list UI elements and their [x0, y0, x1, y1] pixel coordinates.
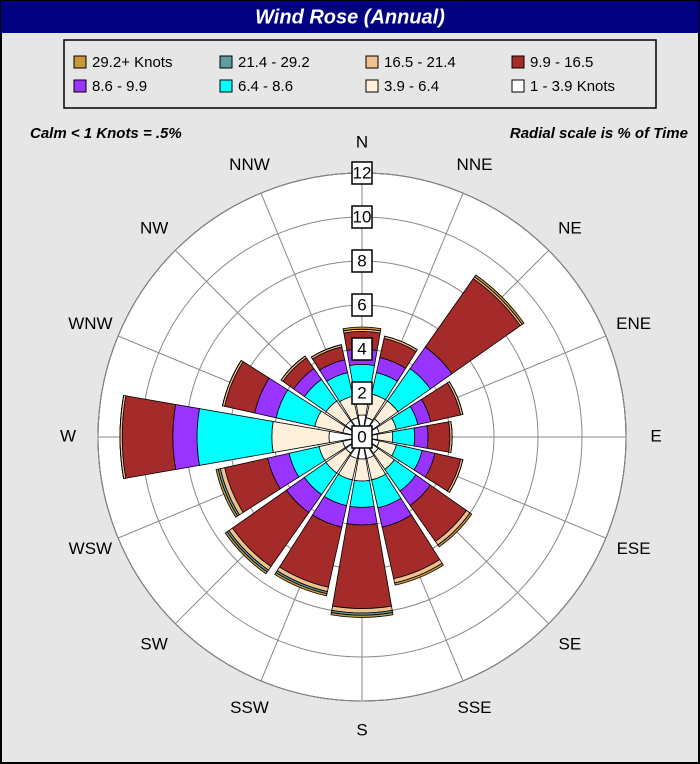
- plot-area: N NNE NE ENE E ESE SE SSE S SSW SW WSW W WNW NW NNW 0 2 4 6…: [60, 132, 662, 739]
- direction-label: SE: [559, 634, 582, 653]
- r-tick-label: 10: [353, 207, 372, 226]
- wedge-segment: [426, 421, 451, 453]
- r-tick-label: 8: [357, 251, 366, 270]
- legend-label: 16.5 - 21.4: [384, 54, 456, 71]
- direction-label: E: [650, 426, 661, 445]
- direction-label: N: [356, 132, 368, 151]
- r-tick-box: [351, 381, 373, 405]
- title-bar: [1, 1, 699, 33]
- legend-swatch: [365, 55, 379, 69]
- legend-swatch: [219, 55, 233, 69]
- wedge-segment: [172, 404, 200, 470]
- wedge-segment: [346, 505, 378, 526]
- wedge-segment: [121, 395, 177, 479]
- wedge-segment: [450, 421, 453, 453]
- r-tick-box: [351, 249, 373, 273]
- direction-label: SSW: [230, 698, 269, 717]
- wedge-segment: [474, 274, 525, 325]
- r-tick-label: 12: [353, 163, 372, 182]
- legend-swatch: [73, 55, 87, 69]
- r-tick-label: 6: [357, 295, 366, 314]
- r-tick-box: [351, 161, 373, 185]
- direction-label: ESE: [617, 539, 651, 558]
- wedge-segment: [224, 531, 268, 575]
- wedge-segment: [437, 512, 473, 548]
- calm-note: Calm < 1 Knots = .5%: [30, 125, 182, 142]
- wedge-segment: [280, 355, 306, 381]
- direction-label: ENE: [616, 314, 651, 333]
- direction-label: W: [60, 426, 76, 445]
- scale-note: Radial scale is % of Time: [510, 125, 688, 142]
- wedge-segment: [274, 572, 328, 597]
- legend-label: 1 - 3.9 Knots: [530, 78, 615, 95]
- direction-label: SSE: [457, 698, 491, 717]
- r-tick-box: [351, 293, 373, 317]
- legend-label: 21.4 - 29.2: [238, 54, 310, 71]
- wedge-segment: [394, 562, 444, 586]
- legend: 29.2+ Knots 21.4 - 29.2 16.5 - 21.4 9.9 - 1…: [73, 54, 615, 95]
- legend-box: [63, 39, 657, 109]
- direction-label: WNW: [68, 314, 112, 333]
- r-tick-label: 2: [357, 383, 366, 402]
- legend-label: 3.9 - 6.4: [384, 78, 439, 95]
- r-tick-box: [351, 425, 373, 449]
- wedge-segment: [342, 326, 382, 332]
- wedge-segment: [330, 612, 394, 618]
- legend-swatch: [511, 55, 525, 69]
- legend-swatch: [365, 79, 379, 93]
- r-tick-label: 4: [357, 339, 366, 358]
- direction-label: NW: [140, 219, 168, 238]
- wedge-segment: [349, 479, 375, 508]
- direction-label: NNE: [457, 155, 493, 174]
- r-tick-label: 0: [357, 427, 366, 446]
- direction-label: WSW: [69, 539, 112, 558]
- wedge-segment: [413, 425, 429, 449]
- legend-swatch: [73, 79, 87, 93]
- direction-label: S: [356, 720, 367, 739]
- r-tick-box: [351, 337, 373, 361]
- wedge-segment: [448, 459, 464, 493]
- legend-label: 8.6 - 9.9: [92, 78, 147, 95]
- wedge-segment: [384, 335, 418, 351]
- legend-label: 29.2+ Knots: [92, 54, 172, 71]
- direction-label: NNW: [229, 155, 270, 174]
- legend-label: 6.4 - 8.6: [238, 78, 293, 95]
- legend-swatch: [511, 79, 525, 93]
- r-tick-box: [351, 205, 373, 229]
- wedge-segment: [222, 360, 242, 406]
- legend-swatch: [219, 79, 233, 93]
- wedge-segment: [215, 468, 239, 518]
- direction-label: NE: [558, 219, 582, 238]
- chart-title: Wind Rose (Annual): [255, 6, 445, 28]
- legend-label: 9.9 - 16.5: [530, 54, 593, 71]
- direction-label: SW: [140, 634, 167, 653]
